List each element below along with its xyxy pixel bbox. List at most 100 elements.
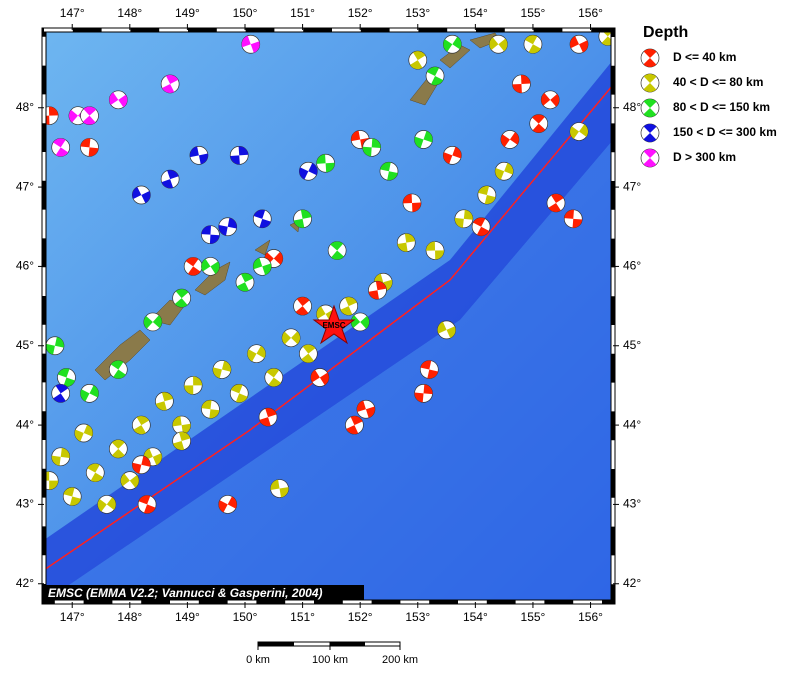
beachball [62, 487, 82, 506]
beachball [640, 98, 660, 118]
beachball [241, 34, 261, 54]
beachball [155, 391, 174, 411]
beachball [310, 368, 330, 387]
lon-label: 147° [60, 610, 85, 624]
beachball [137, 495, 157, 514]
frame [41, 27, 616, 605]
beachball [327, 241, 347, 260]
beachball [442, 34, 462, 54]
beachball [183, 257, 203, 276]
beachball [108, 90, 128, 110]
beachball [563, 209, 583, 229]
epicenter-label: EMSC [322, 321, 345, 330]
lon-label: 154° [463, 6, 488, 20]
legend: D <= 40 km 40 < D <= 80 km 80 < D <= 150 k… [640, 48, 777, 168]
beachball [500, 130, 520, 149]
beachball [362, 138, 382, 157]
beachball [252, 209, 272, 229]
beachball [454, 209, 474, 229]
beachball [51, 384, 71, 403]
beachball [546, 193, 566, 213]
lat-label: 44° [623, 417, 641, 431]
beachball [489, 34, 508, 54]
beachball [120, 471, 140, 490]
beachball [569, 122, 589, 141]
beachball [85, 463, 105, 483]
beachball [425, 241, 445, 260]
legend-label: 40 < D <= 80 km [673, 75, 763, 89]
beachball [218, 495, 238, 514]
beachball [212, 360, 232, 379]
lon-label: 155° [521, 610, 546, 624]
beachball [51, 138, 71, 157]
legend-title: Depth [643, 24, 688, 41]
lat-label: 43° [16, 497, 34, 511]
beachball [414, 384, 433, 403]
beachball [74, 423, 94, 443]
lon-label: 153° [405, 610, 430, 624]
beachball [356, 399, 376, 419]
lat-label: 48° [623, 100, 641, 114]
lon-label: 149° [175, 610, 200, 624]
beachball [298, 344, 318, 364]
beachball [131, 455, 151, 475]
lat-label: 42° [16, 576, 34, 590]
lon-label: 151° [290, 6, 315, 20]
beachball [80, 384, 99, 403]
beachball [201, 257, 220, 276]
beachball [108, 439, 128, 459]
beachball [598, 30, 613, 46]
beachball [425, 66, 445, 86]
beachball [281, 328, 301, 348]
beachball [201, 399, 220, 419]
beachball [414, 130, 433, 149]
epicenter-star [312, 304, 356, 345]
beachball [442, 145, 462, 165]
lat-label: 47° [623, 179, 641, 193]
beachball [57, 368, 76, 387]
lon-label: 150° [233, 610, 258, 624]
lon-label: 154° [463, 610, 488, 624]
lat-label: 45° [623, 338, 641, 352]
beachball [189, 145, 209, 165]
beachball [247, 344, 266, 364]
beachball [494, 161, 514, 181]
beachball [477, 185, 497, 205]
events [44, 30, 613, 514]
beachball [408, 50, 428, 70]
beachball [529, 114, 549, 133]
beachball [160, 169, 180, 189]
beachball [45, 336, 65, 356]
lon-label: 150° [233, 6, 258, 20]
beachball [437, 320, 456, 340]
beachball [640, 148, 660, 168]
beachball [108, 360, 128, 379]
lat-label: 44° [16, 417, 34, 431]
credit-box [44, 585, 364, 602]
scale-label: 0 km [246, 654, 270, 666]
beachball [44, 106, 59, 126]
beachball [160, 74, 180, 94]
beachball [201, 225, 220, 245]
beachball [229, 145, 249, 165]
beachball [172, 431, 191, 451]
beachball [419, 360, 439, 379]
beachball [293, 296, 312, 316]
beachball [229, 384, 249, 403]
beachball [471, 217, 491, 237]
lat-label: 46° [16, 259, 34, 273]
lon-label: 148° [117, 610, 142, 624]
beachball [540, 90, 560, 110]
legend-label: 150 < D <= 300 km [673, 125, 777, 139]
beachball [51, 447, 71, 467]
beachball [264, 368, 284, 387]
beachball [293, 209, 312, 229]
legend-label: D <= 40 km [673, 50, 736, 64]
beachball [640, 73, 660, 93]
beachball [402, 193, 422, 213]
beachball [183, 376, 203, 395]
scale-label: 200 km [382, 654, 418, 666]
abyssal-plain [44, 140, 613, 602]
map-area: EMSC EMSC (EMMA V2.2; Vannucci & Gasperi… [44, 30, 613, 602]
